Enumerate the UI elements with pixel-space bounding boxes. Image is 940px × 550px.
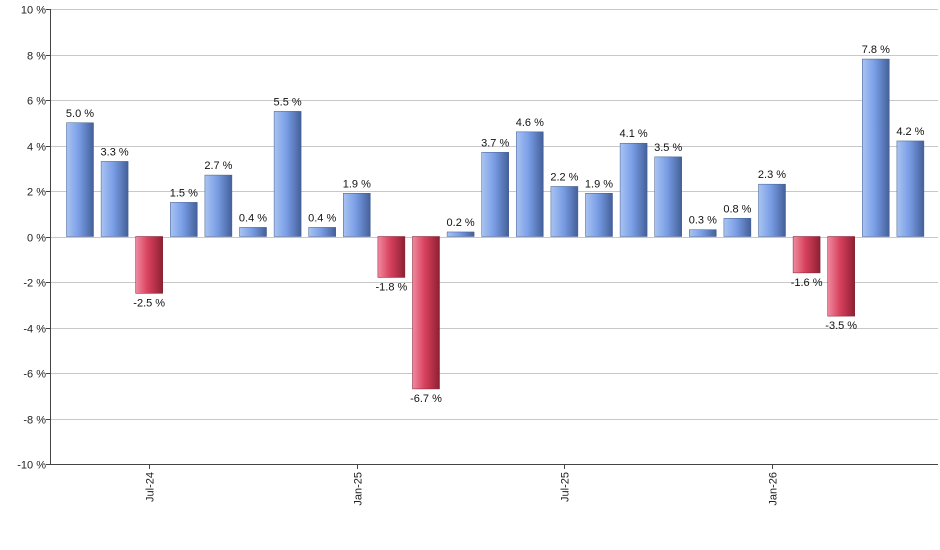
data-label: 0.2 %: [447, 217, 475, 229]
bar: [689, 229, 717, 237]
data-label: 0.3 %: [689, 215, 717, 227]
bar: [273, 111, 302, 237]
bar: [654, 156, 682, 237]
bar: [758, 183, 786, 237]
data-label: 2.2 %: [550, 171, 578, 183]
data-label: 3.5 %: [654, 142, 682, 154]
data-label: 0.8 %: [723, 203, 751, 215]
y-tick-label: 8 %: [27, 51, 46, 63]
bar: [446, 231, 475, 237]
bar: [170, 202, 198, 237]
bar: [550, 186, 579, 237]
bar: [204, 174, 233, 237]
data-label: 7.8 %: [862, 44, 890, 56]
data-label: 1.9 %: [343, 178, 371, 190]
x-tick-label: Jul-24: [145, 472, 157, 502]
x-tick-label: Jul-25: [560, 472, 572, 502]
data-label: -1.8 %: [376, 281, 408, 293]
bar: [135, 236, 163, 294]
bar: [377, 236, 406, 278]
bar: [723, 218, 752, 237]
data-labels: 5.0 % 3.3 % -2.5 % 1.5 % 2.7 % 0.4 % 5.5 % 0.4 …: [66, 44, 925, 405]
y-tick-label: -4 %: [23, 324, 46, 336]
bar: [308, 227, 336, 237]
data-label: 1.5 %: [170, 187, 198, 199]
y-tick-label: 0 %: [27, 233, 46, 245]
data-label: 2.3 %: [758, 169, 786, 181]
bar: [100, 161, 129, 237]
bar: [239, 227, 267, 237]
data-label: 5.0 %: [66, 108, 94, 120]
bars: [66, 58, 925, 390]
y-tick-label: -6 %: [23, 369, 46, 381]
bar: [516, 131, 544, 237]
y-tick-label: -10 %: [17, 460, 46, 472]
axes: [50, 9, 938, 465]
x-axis-ticks: Jul-24 Jan-25 Jul-25 Jan-26: [145, 464, 780, 506]
bar: [619, 142, 648, 237]
y-axis-ticks: 10 % 8 % 6 % 4 % 2 % 0 % -2 % -4 % -6 % -8 % -10 %: [17, 5, 50, 472]
data-label: 4.6 %: [516, 117, 544, 129]
bar: [481, 152, 509, 237]
bar: [66, 122, 94, 237]
data-label: 2.7 %: [204, 160, 232, 172]
data-label: -2.5 %: [133, 297, 165, 309]
data-label: 3.3 %: [101, 146, 129, 158]
x-tick-label: Jan-26: [768, 472, 780, 506]
y-tick-label: -2 %: [23, 278, 46, 290]
data-label: 0.4 %: [308, 212, 336, 224]
bar: [412, 236, 440, 390]
y-tick-label: 10 %: [21, 5, 46, 17]
data-label: 4.1 %: [620, 128, 648, 140]
data-label: -1.6 %: [791, 277, 823, 289]
y-tick-label: -8 %: [23, 415, 46, 427]
y-tick-label: 2 %: [27, 187, 46, 199]
bar: [827, 236, 855, 317]
data-label: -6.7 %: [410, 393, 442, 405]
data-label: 4.2 %: [896, 126, 924, 138]
data-label: 5.5 %: [274, 96, 302, 108]
data-label: 0.4 %: [239, 212, 267, 224]
y-tick-label: 4 %: [27, 142, 46, 154]
data-label: 3.7 %: [481, 137, 509, 149]
bar: [792, 236, 821, 274]
data-label: -3.5 %: [825, 320, 857, 332]
x-tick-label: Jan-25: [353, 472, 365, 506]
bar: [896, 140, 925, 237]
bar: [343, 193, 371, 237]
bar: [585, 193, 613, 237]
data-label: 1.9 %: [585, 178, 613, 190]
bar: [862, 58, 890, 237]
y-tick-label: 6 %: [27, 96, 46, 108]
